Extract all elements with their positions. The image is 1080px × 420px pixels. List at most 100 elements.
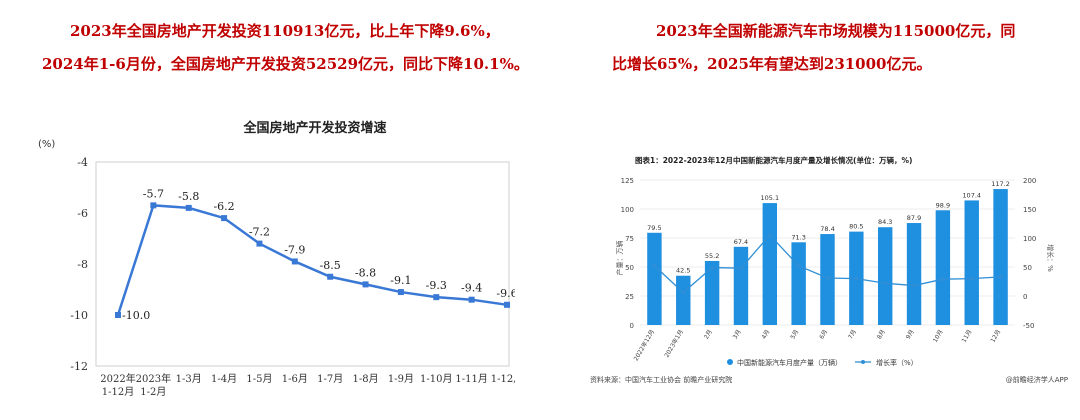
- source-note: 资料来源：中国汽车工业协会 前瞻产业研究院: [590, 375, 732, 384]
- y-tick-label: -8: [77, 258, 88, 271]
- data-point: [327, 274, 333, 280]
- legend-bar-label: 中国新能源汽车月度产量（万辆）: [737, 358, 842, 367]
- bar-value-label: 67.4: [734, 238, 748, 246]
- x-tick-label: 7月: [847, 329, 858, 341]
- growth-rate-point: [855, 277, 859, 281]
- production-bar: [791, 242, 805, 325]
- bar-value-label: 107.4: [962, 191, 981, 199]
- production-bar: [705, 261, 719, 325]
- left-y-tick-label: 75: [625, 235, 634, 243]
- growth-rate-point: [710, 266, 714, 270]
- legend-bar-marker: [727, 359, 733, 365]
- data-point: [221, 215, 227, 221]
- x-tick-label: 3月: [732, 329, 743, 341]
- data-label: -9.3: [426, 279, 447, 292]
- left-y-tick-label: 25: [625, 293, 634, 301]
- production-bar: [734, 247, 748, 325]
- bar-value-label: 79.5: [647, 224, 661, 232]
- growth-line: [118, 205, 507, 315]
- growth-rate-point: [999, 275, 1003, 279]
- right-y-tick-label: -50: [1023, 322, 1034, 330]
- x-tick-label: 1-3月: [176, 373, 202, 385]
- data-point: [256, 241, 262, 247]
- x-tick-label: 8月: [876, 329, 887, 341]
- right-y-tick-label: 50: [1023, 264, 1032, 272]
- x-tick-label: 1-9月: [388, 373, 414, 385]
- real-estate-chart-svg: 全国房地产开发投资增速 (%) -4-6-8-10-12 2022年1-12月2…: [30, 115, 515, 415]
- right-paragraph-line1: 2023年全国新能源汽车市场规模为115000亿元，同: [612, 15, 1072, 48]
- x-tick-label: 1-10月: [420, 373, 452, 385]
- y-tick-label: -10: [70, 309, 88, 322]
- data-label: -9.1: [390, 274, 411, 287]
- right-y-tick-label: 100: [1023, 235, 1036, 243]
- x-tick-label: 5月: [789, 329, 800, 341]
- data-point: [186, 205, 192, 211]
- right-paragraph: 2023年全国新能源汽车市场规模为115000亿元，同 比增长65%，2025年…: [612, 15, 1072, 81]
- production-bar: [936, 210, 950, 325]
- brand-note: @前瞻经济学人APP: [1006, 375, 1068, 384]
- x-tick-label: 12月: [989, 329, 1002, 344]
- y-tick-labels: -4 -6 -8 -10 -12: [70, 156, 88, 373]
- left-y-tick-label: 100: [621, 206, 634, 214]
- bar-value-label: 84.3: [878, 218, 892, 226]
- data-point: [363, 281, 369, 287]
- real-estate-investment-chart: 全国房地产开发投资增速 (%) -4 -6 -8 -10 -12 2022年 1-12月 2…: [30, 115, 515, 415]
- y-tick-label: -4: [77, 156, 88, 169]
- bar-value-label: 78.4: [820, 225, 834, 233]
- production-bar: [676, 276, 690, 325]
- x-tick-label: 1-12月: [102, 386, 134, 398]
- x-tick-label: 2022年: [100, 372, 135, 385]
- nev-production-chart: 图表1：2022-2023年12月中国新能源汽车月度产量及增长情况(单位：万辆，…: [590, 150, 1070, 385]
- data-point: [433, 294, 439, 300]
- data-point: [398, 289, 404, 295]
- growth-rate-point: [681, 291, 685, 295]
- x-tick-label: 1-8月: [352, 373, 378, 385]
- x-tick-label: 1-11月: [455, 373, 487, 385]
- right-y-tick-labels: -50 0 50 100 150 200: [1023, 177, 1036, 330]
- left-axis-label: 产量：万辆: [615, 241, 624, 276]
- right-paragraph-line2: 比增长65%，2025年有望达到231000亿元。: [612, 48, 1072, 81]
- data-point: [292, 258, 298, 264]
- right-y-tick-label: 150: [1023, 206, 1036, 214]
- production-bars: [647, 189, 1008, 325]
- chart-title: 图表1：2022-2023年12月中国新能源汽车月度产量及增长情况(单位：万辆，…: [635, 155, 912, 165]
- growth-rate-point: [739, 266, 743, 270]
- x-tick-label: 1-4月: [211, 373, 237, 385]
- left-paragraph-line1: 2023年全国房地产开发投资110913亿元，比上年下降9.6%，: [42, 15, 552, 48]
- x-tick-label: 2022年12月: [632, 328, 656, 362]
- left-paragraph: 2023年全国房地产开发投资110913亿元，比上年下降9.6%， 2024年1…: [42, 15, 552, 81]
- x-tick-label: 1-6月: [282, 373, 308, 385]
- x-tick-label: 2月: [703, 329, 714, 341]
- production-bar: [965, 200, 979, 325]
- x-tick-label: 1-5月: [246, 373, 272, 385]
- left-paragraph-line2: 2024年1-6月份，全国房地产开发投资52529亿元，同比下降10.1%。: [42, 48, 552, 81]
- left-y-tick-label: 0: [630, 322, 634, 330]
- bar-value-label: 87.9: [907, 214, 921, 222]
- legend-line-dot: [861, 360, 865, 364]
- x-tick-label: 11月: [961, 329, 974, 344]
- production-bar: [647, 233, 661, 325]
- right-axis-label: 增长：%: [1046, 244, 1055, 272]
- bar-value-label: 117.2: [991, 180, 1010, 188]
- data-label: -9.4: [461, 282, 482, 295]
- data-label: -7.9: [284, 243, 305, 256]
- growth-rate-point: [768, 233, 772, 237]
- nev-chart-svg: 图表1：2022-2023年12月中国新能源汽车月度产量及增长情况(单位：万辆，…: [590, 150, 1070, 385]
- production-bar: [907, 223, 921, 325]
- chart-title: 全国房地产开发投资增速: [242, 120, 386, 136]
- x-tick-label: 1-12月: [491, 373, 515, 385]
- data-point: [150, 202, 156, 208]
- y-tick-label: -12: [70, 360, 88, 373]
- production-bar: [993, 189, 1007, 325]
- growth-rate-point: [653, 264, 657, 268]
- data-label: -9.6: [496, 287, 515, 300]
- bar-value-label: 105.1: [761, 194, 780, 202]
- x-tick-label: 4月: [761, 329, 772, 341]
- bar-value-label: 98.9: [936, 201, 950, 209]
- data-point: [115, 312, 121, 318]
- bar-value-label: 55.2: [705, 252, 719, 260]
- data-point: [504, 302, 510, 308]
- growth-rate-point: [797, 264, 801, 268]
- data-label: -5.7: [143, 187, 164, 200]
